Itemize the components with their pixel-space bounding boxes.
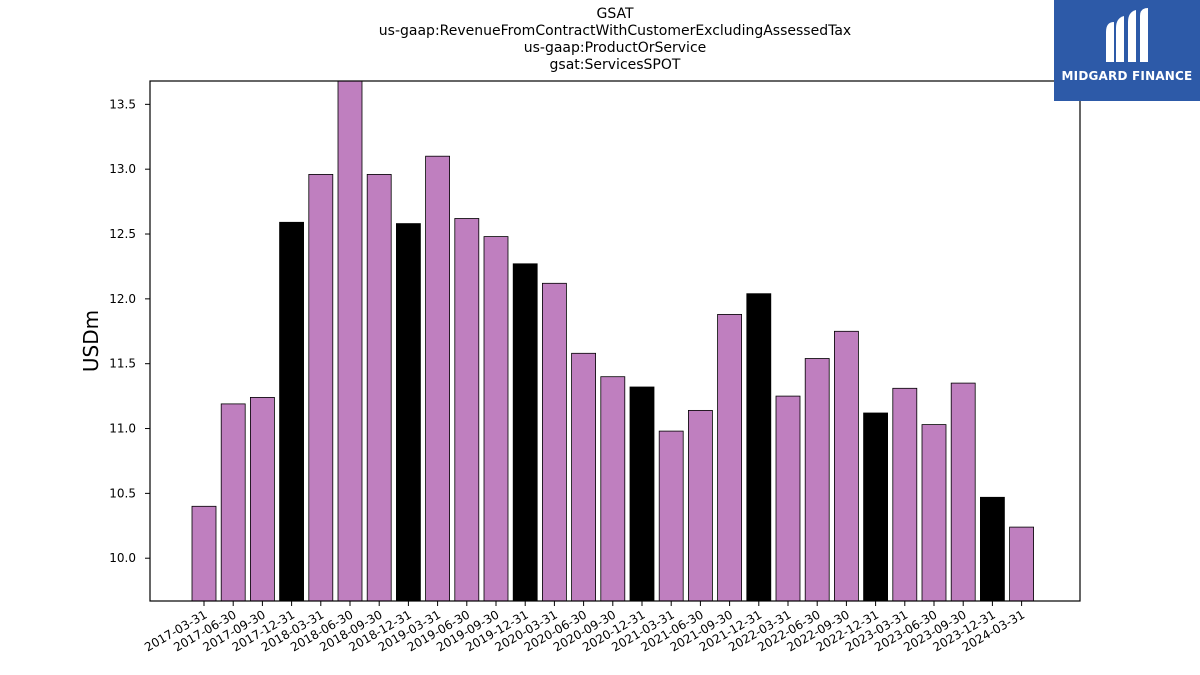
- y-tick-label: 11.5: [109, 357, 136, 371]
- x-axis-ticks: 2017-03-312017-06-302017-09-302017-12-31…: [142, 601, 1027, 654]
- bar: [1009, 526, 1034, 602]
- chart-title: GSAT us-gaap:RevenueFromContractWithCust…: [150, 6, 1080, 74]
- bar: [220, 403, 246, 602]
- bar: [688, 409, 713, 602]
- bar: [775, 395, 801, 602]
- bars-group: [191, 80, 1034, 602]
- y-tick-label: 10.0: [109, 551, 136, 565]
- chart-title-line: us-gaap:ProductOrService: [523, 40, 707, 56]
- chart-title-line: us-gaap:RevenueFromContractWithCustomerE…: [378, 23, 852, 39]
- bar: [834, 330, 859, 602]
- y-tick-label: 12.0: [109, 292, 136, 306]
- bar: [658, 430, 684, 602]
- y-tick-label: 11.0: [109, 422, 136, 436]
- y-axis-ticks: 10.0 10.5 11.0 11.5 12.0 12.5 13.0 13.5: [109, 97, 150, 565]
- bar: [804, 358, 830, 602]
- bar: [571, 352, 596, 602]
- bar: [629, 386, 655, 602]
- bar: [542, 282, 567, 602]
- y-tick-label: 10.5: [109, 486, 136, 500]
- bar: [249, 396, 275, 602]
- bar: [483, 236, 509, 602]
- bar: [921, 424, 947, 602]
- bar: [425, 155, 451, 602]
- plot-frame: [149, 80, 1081, 602]
- bar: [191, 505, 217, 602]
- bar: [717, 313, 742, 602]
- bar: [454, 218, 480, 602]
- bar: [746, 293, 772, 602]
- chart-title-line: gsat:ServicesSPOT: [549, 57, 681, 73]
- chart-title-line: GSAT: [596, 6, 634, 22]
- logo-mark-icon: [1106, 8, 1148, 62]
- y-tick-label: 13.5: [109, 97, 136, 111]
- bar: [950, 382, 976, 602]
- bar: [366, 173, 392, 602]
- bar: [600, 376, 626, 602]
- bar: [892, 387, 918, 602]
- y-axis-label: USDm: [79, 310, 103, 372]
- bar: [337, 80, 363, 602]
- bar: [980, 496, 1005, 602]
- brand-logo: MIDGARD FINANCE: [1054, 0, 1200, 101]
- y-tick-label: 12.5: [109, 227, 136, 241]
- logo-text: MIDGARD FINANCE: [1061, 69, 1193, 83]
- bar: [863, 412, 888, 602]
- y-tick-label: 13.0: [109, 162, 136, 176]
- bar: [512, 263, 538, 602]
- bar: [279, 221, 305, 602]
- bar: [308, 173, 334, 602]
- bar: [395, 223, 421, 602]
